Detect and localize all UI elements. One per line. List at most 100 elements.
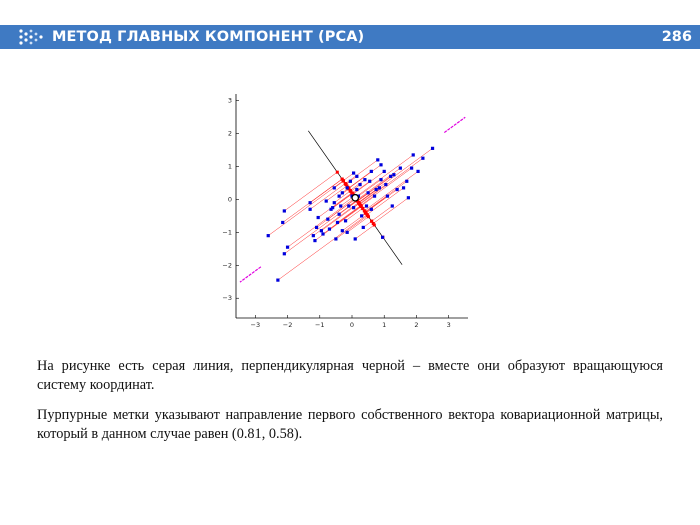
data-point [340,191,344,195]
dots-arrow-icon [19,29,43,45]
pca-figure: −3 −2 −1 0 1 2 3 3 2 1 0 −1 −2 −3 [208,90,472,330]
projection-line [284,200,358,254]
data-point [401,186,406,190]
projection-line [352,181,370,195]
projected-point [361,207,365,211]
projection-line [348,171,372,189]
projection-line [287,197,356,248]
data-point [430,146,435,150]
projected-point [358,202,362,206]
projection-line [360,167,412,206]
data-point [384,182,388,187]
data-point [334,237,338,241]
data-point [319,229,323,233]
data-point [316,215,320,220]
projection-line [345,208,363,222]
data-point [332,201,336,205]
data-point [368,179,372,183]
projection-line [349,179,366,191]
paragraph-2: Пурпурные метки указывают направление пе… [37,407,663,442]
data-point [308,201,312,205]
data-point [339,204,343,208]
data-point [372,194,377,198]
projected-point [345,184,349,188]
x-tick-label: 0 [350,321,354,329]
data-point [369,207,373,211]
data-point [348,179,352,183]
data-point [366,191,370,195]
data-point [416,169,420,174]
slide-header: МЕТОД ГЛАВНЫХ КОМПОНЕНТ (PCA) 286 [0,25,700,49]
x-tick-label: 2 [414,321,418,329]
projected-point [348,188,352,192]
projection-line [330,193,353,210]
data-point [335,220,340,225]
projection-line [318,192,352,218]
projection-line [360,195,375,207]
projection-line [329,205,362,230]
projection-line [309,178,343,203]
projection-line [268,180,344,236]
data-point [332,186,336,190]
x-tick-label: −3 [251,321,261,329]
data-point [381,235,385,239]
data-point [331,206,335,210]
data-point [363,178,367,182]
data-point [360,214,364,218]
data-point [281,220,285,225]
projection-line [364,171,419,211]
projection-line [371,205,393,222]
data-point [329,207,333,211]
data-point [385,194,390,198]
data-point [389,174,393,178]
data-point [406,196,410,200]
y-tick-label: −2 [222,261,232,269]
projection-line [359,158,424,205]
data-point [361,225,365,230]
projection-line [334,190,351,203]
projection-line [357,176,391,201]
data-point [364,204,369,208]
data-point [390,204,394,208]
y-tick-label: 1 [228,162,232,170]
data-point [324,199,328,203]
eigenvector-marker-positive [443,116,466,134]
data-point [266,234,270,238]
projection-line [348,164,382,189]
projection-line [337,205,361,223]
pca-scatter-plot: −3 −2 −1 0 1 2 3 3 2 1 0 −1 −2 −3 [222,94,468,329]
data-point [313,238,317,243]
data-point [411,153,415,157]
data-point [285,245,290,249]
projection-line [358,148,433,203]
projected-point [357,201,361,205]
slide-body: На рисунке есть серая линия, перпендикул… [37,357,663,455]
data-point [345,230,349,234]
data-point [379,163,383,167]
projection-line [332,193,353,208]
data-point [282,209,286,213]
data-point [343,219,348,223]
data-point [282,252,286,256]
data-point [340,229,344,233]
projected-point [335,170,339,174]
data-point [311,234,315,238]
page-number: 286 [661,29,692,45]
x-tick-label: 1 [382,321,386,329]
data-point [374,187,378,192]
x-tick-label: 3 [447,321,451,329]
data-point [410,166,414,170]
projection-line [284,171,338,212]
data-point [352,206,356,210]
data-point [358,182,362,187]
projection-line [338,188,350,197]
projection-line [359,184,386,205]
data-point [321,232,325,236]
x-tick-label: −2 [283,321,293,329]
data-point [314,225,319,230]
projection-line [327,198,357,220]
data-point [347,204,351,208]
data-point [337,194,341,198]
data-point [327,227,332,231]
projected-point [367,215,371,219]
